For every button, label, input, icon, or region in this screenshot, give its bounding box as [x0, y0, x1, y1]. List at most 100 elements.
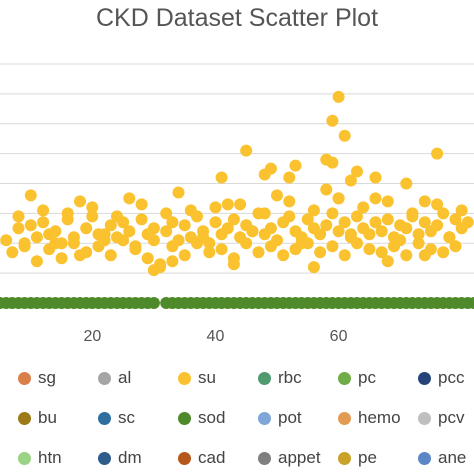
point-su	[431, 198, 444, 211]
point-su	[320, 183, 333, 196]
point-su	[314, 228, 327, 241]
legend-marker	[258, 371, 271, 385]
point-su	[412, 237, 425, 250]
point-su	[86, 210, 99, 223]
point-su	[437, 207, 450, 220]
legend-label: pc	[358, 368, 376, 387]
x-tick-label: 40	[207, 328, 225, 345]
point-su	[80, 246, 93, 259]
point-su	[369, 171, 382, 184]
point-su	[221, 198, 234, 211]
point-su	[283, 195, 296, 208]
point-su	[30, 231, 43, 244]
legend-label: cad	[198, 448, 226, 467]
legend-item-pcc: pcc	[418, 366, 464, 390]
legend-item-htn: htn	[18, 446, 62, 470]
point-su	[307, 204, 320, 217]
point-su	[363, 228, 376, 241]
legend-item-appet: appet	[258, 446, 321, 470]
point-su	[314, 246, 327, 259]
point-su	[123, 192, 136, 205]
point-su	[326, 156, 339, 169]
legend-marker	[18, 411, 31, 425]
point-su	[295, 237, 308, 250]
point-su	[166, 255, 179, 268]
point-su	[55, 252, 68, 265]
point-su	[418, 195, 431, 208]
point-su	[301, 213, 314, 226]
legend-marker	[418, 411, 431, 425]
legend-label: pot	[278, 408, 302, 427]
point-su	[412, 228, 425, 241]
legend-item-pe: pe	[338, 446, 377, 470]
point-su	[320, 219, 333, 232]
legend-marker	[98, 451, 111, 465]
point-su	[98, 228, 111, 241]
x-tick-label: 20	[83, 328, 101, 345]
legend-marker	[18, 371, 31, 385]
point-su	[264, 240, 277, 253]
point-su	[332, 90, 345, 103]
point-su	[381, 255, 394, 268]
x-tick-label: 60	[330, 328, 348, 345]
point-su	[221, 222, 234, 235]
point-su	[418, 216, 431, 229]
legend-label: rbc	[278, 368, 302, 387]
legend-label: bu	[38, 408, 57, 427]
legend-item-hemo: hemo	[338, 406, 401, 430]
point-su	[400, 177, 413, 190]
point-su	[344, 174, 357, 187]
point-su	[363, 243, 376, 256]
point-su	[92, 240, 105, 253]
point-su	[252, 246, 265, 259]
point-su	[351, 237, 363, 250]
point-su	[455, 204, 468, 217]
point-su	[166, 240, 179, 253]
point-su	[209, 216, 222, 229]
legend-marker	[178, 371, 191, 385]
legend-marker	[98, 371, 111, 385]
point-su	[184, 204, 197, 217]
point-su	[338, 216, 351, 229]
point-su	[357, 201, 370, 214]
point-su	[111, 210, 123, 223]
point-su	[234, 198, 247, 211]
point-su	[104, 219, 117, 232]
point-su	[449, 213, 462, 226]
legend-marker	[258, 411, 271, 425]
point-su	[67, 237, 80, 250]
point-su	[332, 225, 345, 238]
legend-item-bu: bu	[18, 406, 57, 430]
point-su	[443, 231, 456, 244]
point-su	[283, 210, 296, 223]
point-su	[351, 165, 363, 178]
point-su	[394, 234, 407, 247]
point-sod	[468, 297, 474, 309]
point-su	[0, 234, 13, 247]
legend-label: hemo	[358, 408, 401, 427]
legend-marker	[418, 451, 431, 465]
legend-label: pcv	[438, 408, 465, 427]
point-sod	[147, 297, 160, 309]
point-su	[400, 222, 413, 235]
point-su	[49, 225, 62, 238]
point-su	[18, 237, 31, 250]
point-su	[289, 159, 302, 172]
point-su	[437, 246, 450, 259]
point-su	[369, 216, 382, 229]
point-su	[141, 252, 154, 265]
point-su	[258, 207, 271, 220]
point-su	[37, 204, 50, 217]
point-su	[123, 225, 136, 238]
point-su	[227, 258, 240, 271]
point-su	[30, 255, 43, 268]
legend-label: sc	[118, 408, 135, 427]
point-su	[12, 222, 25, 235]
legend-label: sg	[38, 368, 56, 387]
point-su	[147, 264, 160, 277]
legend-marker	[258, 451, 271, 465]
point-su	[369, 192, 382, 205]
point-su	[326, 114, 339, 127]
legend-item-sc: sc	[98, 406, 135, 430]
